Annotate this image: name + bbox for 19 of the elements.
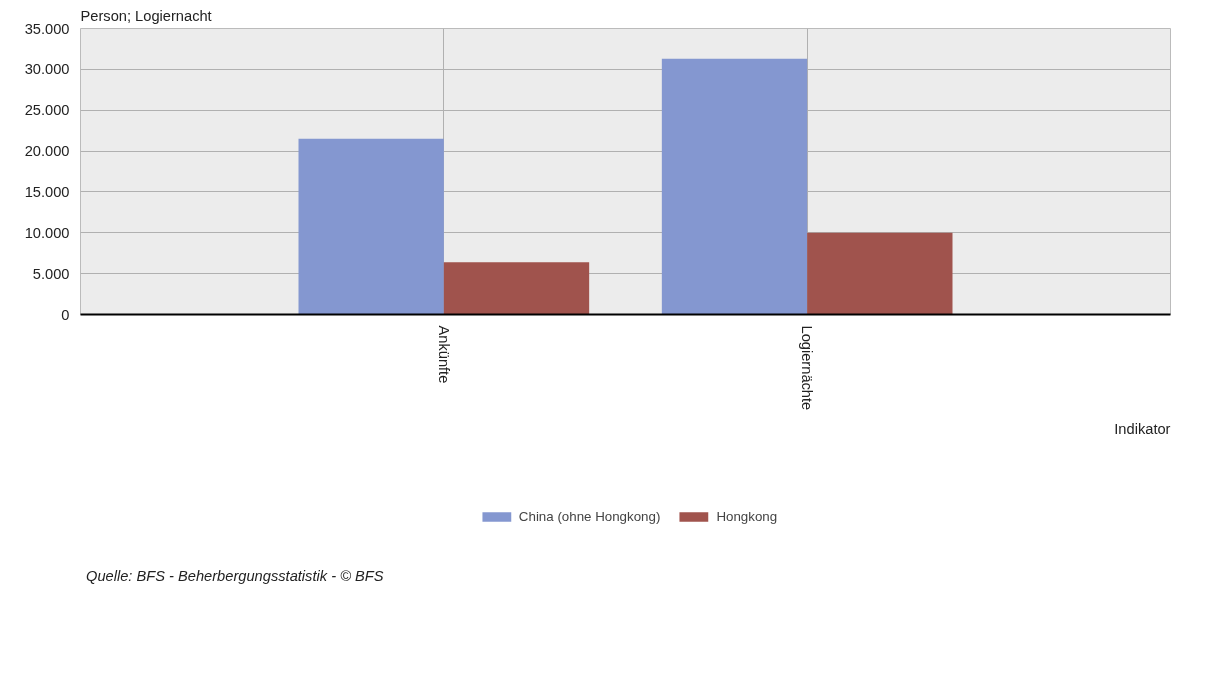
source-note: Quelle: BFS - Beherbergungsstatistik - © BFS bbox=[85, 568, 384, 584]
y-tick-label: 30.000 bbox=[24, 61, 70, 78]
bar bbox=[807, 232, 953, 315]
y-tick-label: 25.000 bbox=[24, 102, 70, 119]
x-tick-label: Logiernächte bbox=[799, 325, 816, 411]
y-tick-label: 5.000 bbox=[32, 265, 70, 282]
y-tick-label: 35.000 bbox=[24, 20, 70, 37]
bar bbox=[661, 58, 808, 315]
legend-label: Hongkong bbox=[716, 508, 778, 524]
y-tick-label: 15.000 bbox=[24, 183, 70, 200]
y-tick-label: 10.000 bbox=[24, 224, 70, 241]
x-tick-label: Ankünfte bbox=[435, 325, 452, 384]
y-tick-label: 20.000 bbox=[24, 143, 70, 160]
legend-label: China (ohne Hongkong) bbox=[518, 508, 661, 524]
bar bbox=[443, 262, 590, 315]
y-axis-title: Person; Logiernacht bbox=[80, 7, 212, 24]
bar bbox=[298, 138, 444, 315]
x-axis-title: Indikator bbox=[1114, 420, 1171, 437]
y-tick-label: 0 bbox=[61, 306, 70, 323]
